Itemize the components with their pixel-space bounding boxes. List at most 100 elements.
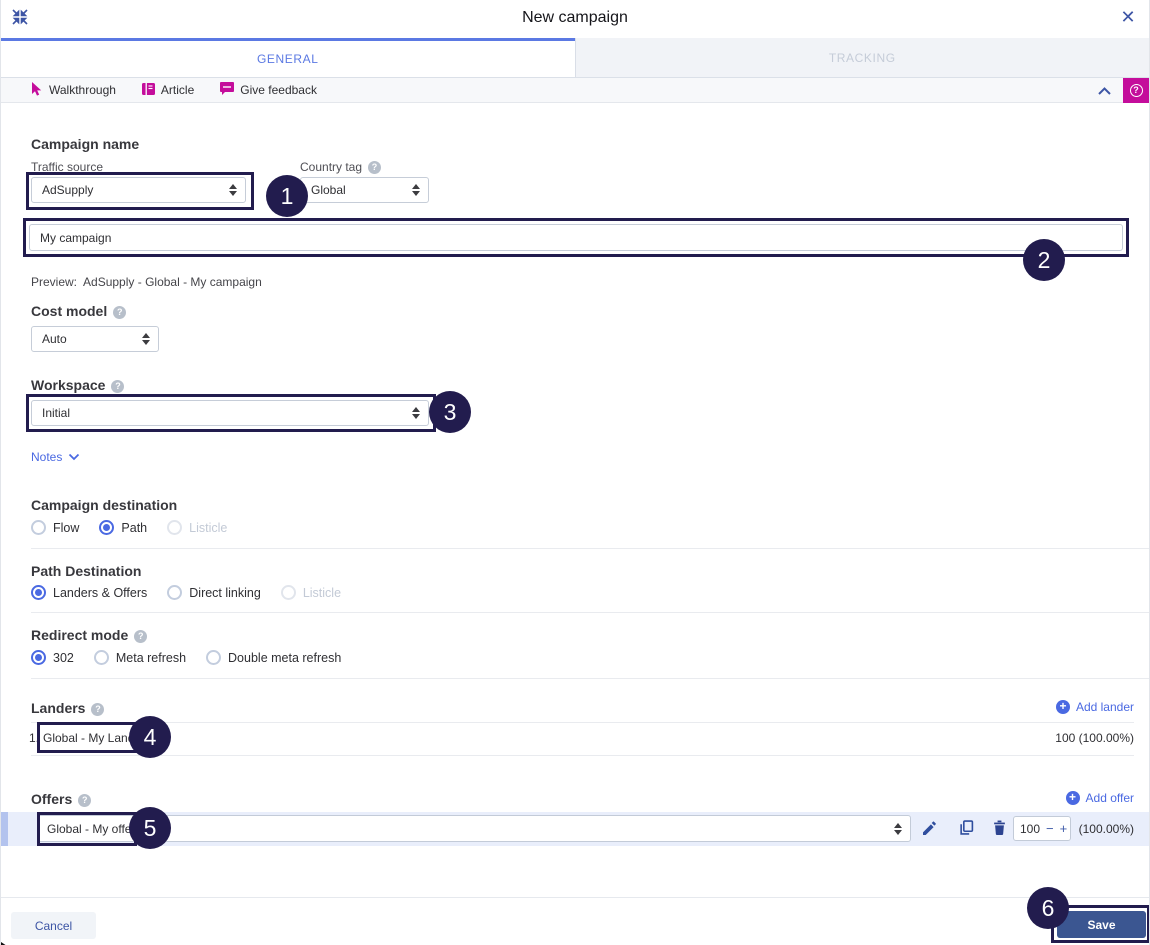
weight-decrease-button[interactable]: − bbox=[1046, 821, 1054, 836]
traffic-source-label: Traffic source bbox=[31, 160, 104, 174]
radio-direct-linking[interactable]: Direct linking bbox=[167, 585, 261, 600]
notes-label: Notes bbox=[31, 450, 63, 464]
radio-circle bbox=[280, 585, 296, 600]
select-arrows-icon bbox=[894, 822, 902, 835]
radio-flow[interactable]: Flow bbox=[31, 520, 79, 535]
plus-icon: + bbox=[1065, 791, 1080, 805]
radio-circle bbox=[99, 520, 115, 535]
offers-heading: Offers? bbox=[31, 791, 92, 807]
article-label: Article bbox=[160, 83, 195, 97]
divider bbox=[31, 612, 1149, 613]
help-button[interactable]: ? bbox=[1123, 78, 1149, 103]
radio-meta-refresh[interactable]: Meta refresh bbox=[93, 650, 187, 665]
edit-offer-icon[interactable] bbox=[923, 820, 940, 837]
add-lander-button[interactable]: + Add lander bbox=[1055, 700, 1134, 714]
traffic-source-select[interactable]: AdSupply bbox=[31, 177, 246, 203]
divider bbox=[31, 678, 1149, 679]
tab-bar: GENERAL TRACKING bbox=[1, 38, 1149, 78]
add-offer-button[interactable]: + Add offer bbox=[1065, 791, 1134, 805]
radio-path[interactable]: Path bbox=[99, 520, 147, 535]
country-tag-label-text: Country tag bbox=[300, 160, 363, 174]
delete-offer-icon[interactable] bbox=[992, 820, 1009, 837]
select-arrows-icon bbox=[229, 184, 237, 196]
offers-heading-text: Offers bbox=[31, 791, 73, 807]
traffic-source-value: AdSupply bbox=[42, 183, 94, 197]
select-arrows-icon bbox=[412, 407, 420, 419]
redirect-mode-help-icon[interactable]: ? bbox=[134, 630, 148, 643]
weight-increase-button[interactable]: + bbox=[1059, 821, 1068, 836]
offer-row-accent bbox=[1, 812, 8, 846]
walkthrough-label: Walkthrough bbox=[49, 83, 116, 97]
workspace-heading: Workspace? bbox=[31, 377, 125, 393]
chevron-up-icon[interactable] bbox=[1097, 83, 1113, 97]
radio-listicle: Listicle bbox=[167, 520, 227, 535]
chevron-down-icon bbox=[69, 453, 80, 461]
redirect-mode-radios: 302 Meta refresh Double meta refresh bbox=[31, 650, 341, 665]
divider bbox=[31, 722, 1134, 723]
give-feedback-button[interactable]: Give feedback bbox=[220, 82, 317, 98]
cost-model-help-icon[interactable]: ? bbox=[113, 306, 127, 319]
close-icon[interactable]: ✕ bbox=[1120, 7, 1136, 27]
path-destination-radios: Landers & Offers Direct linking Listicle bbox=[31, 585, 341, 600]
article-button[interactable]: Article bbox=[141, 82, 195, 98]
radio-label: Direct linking bbox=[189, 585, 261, 600]
collapse-icon[interactable] bbox=[11, 8, 29, 26]
offers-help-icon[interactable]: ? bbox=[78, 794, 92, 807]
radio-label: 302 bbox=[53, 650, 74, 665]
lander-row-index: 1. bbox=[29, 731, 40, 745]
radio-label: Flow bbox=[53, 520, 80, 535]
radio-listicle: Listicle bbox=[280, 585, 341, 600]
question-mark-icon: ? bbox=[1129, 84, 1143, 97]
cursor-icon bbox=[31, 81, 43, 99]
radio-label: Landers & Offers bbox=[53, 585, 148, 600]
cancel-button[interactable]: Cancel bbox=[11, 912, 96, 939]
dialog-footer: Cancel Save bbox=[1, 897, 1149, 945]
annotation-badge-3: 3 bbox=[429, 391, 471, 433]
select-arrows-icon bbox=[142, 333, 150, 345]
tab-general[interactable]: GENERAL bbox=[1, 38, 575, 77]
select-arrows-icon bbox=[412, 184, 420, 196]
workspace-select[interactable]: Initial bbox=[31, 400, 429, 426]
mouse-cursor bbox=[1, 937, 11, 945]
radio-circle bbox=[31, 650, 46, 665]
divider bbox=[31, 548, 1149, 549]
radio-circle bbox=[93, 650, 109, 665]
dialog-header: New campaign ✕ bbox=[1, 0, 1149, 38]
tab-tracking[interactable]: TRACKING bbox=[574, 38, 1149, 77]
radio-circle bbox=[206, 650, 222, 665]
workspace-heading-text: Workspace bbox=[31, 377, 106, 393]
workspace-help-icon[interactable]: ? bbox=[111, 380, 125, 393]
landers-heading-text: Landers bbox=[31, 700, 86, 716]
radio-302[interactable]: 302 bbox=[31, 650, 74, 665]
path-destination-heading: Path Destination bbox=[31, 563, 142, 579]
offer-name: Global - My offer bbox=[47, 821, 136, 836]
chat-bubble-icon bbox=[220, 82, 235, 98]
campaign-name-heading: Campaign name bbox=[31, 136, 140, 152]
save-button[interactable]: Save bbox=[1057, 911, 1146, 938]
cost-model-heading: Cost model? bbox=[31, 303, 127, 319]
country-tag-value: Global bbox=[311, 183, 346, 197]
country-tag-help-icon[interactable]: ? bbox=[368, 161, 382, 174]
offer-select[interactable]: Global - My offer bbox=[37, 815, 911, 842]
book-icon bbox=[141, 82, 155, 98]
workspace-value: Initial bbox=[42, 406, 71, 420]
cost-model-value: Auto bbox=[42, 332, 67, 346]
radio-label: Meta refresh bbox=[115, 650, 187, 665]
campaign-name-input[interactable] bbox=[29, 224, 1123, 251]
give-feedback-label: Give feedback bbox=[240, 83, 317, 97]
walkthrough-button[interactable]: Walkthrough bbox=[31, 81, 116, 99]
plus-icon: + bbox=[1055, 700, 1070, 714]
duplicate-offer-icon[interactable] bbox=[959, 820, 976, 837]
radio-double-meta-refresh[interactable]: Double meta refresh bbox=[206, 650, 341, 665]
radio-landers-offers[interactable]: Landers & Offers bbox=[31, 585, 147, 600]
preview-label: Preview: bbox=[31, 275, 78, 289]
cost-model-select[interactable]: Auto bbox=[31, 326, 159, 352]
country-tag-select[interactable]: Global bbox=[300, 177, 429, 203]
landers-help-icon[interactable]: ? bbox=[91, 703, 105, 716]
radio-circle bbox=[31, 585, 46, 600]
radio-label: Path bbox=[121, 520, 148, 535]
lander-row-name[interactable]: Global - My Lander bbox=[43, 731, 146, 745]
notes-toggle[interactable]: Notes bbox=[31, 450, 80, 464]
radio-circle bbox=[31, 520, 46, 535]
offer-weight-value[interactable]: 100 bbox=[1020, 821, 1041, 836]
